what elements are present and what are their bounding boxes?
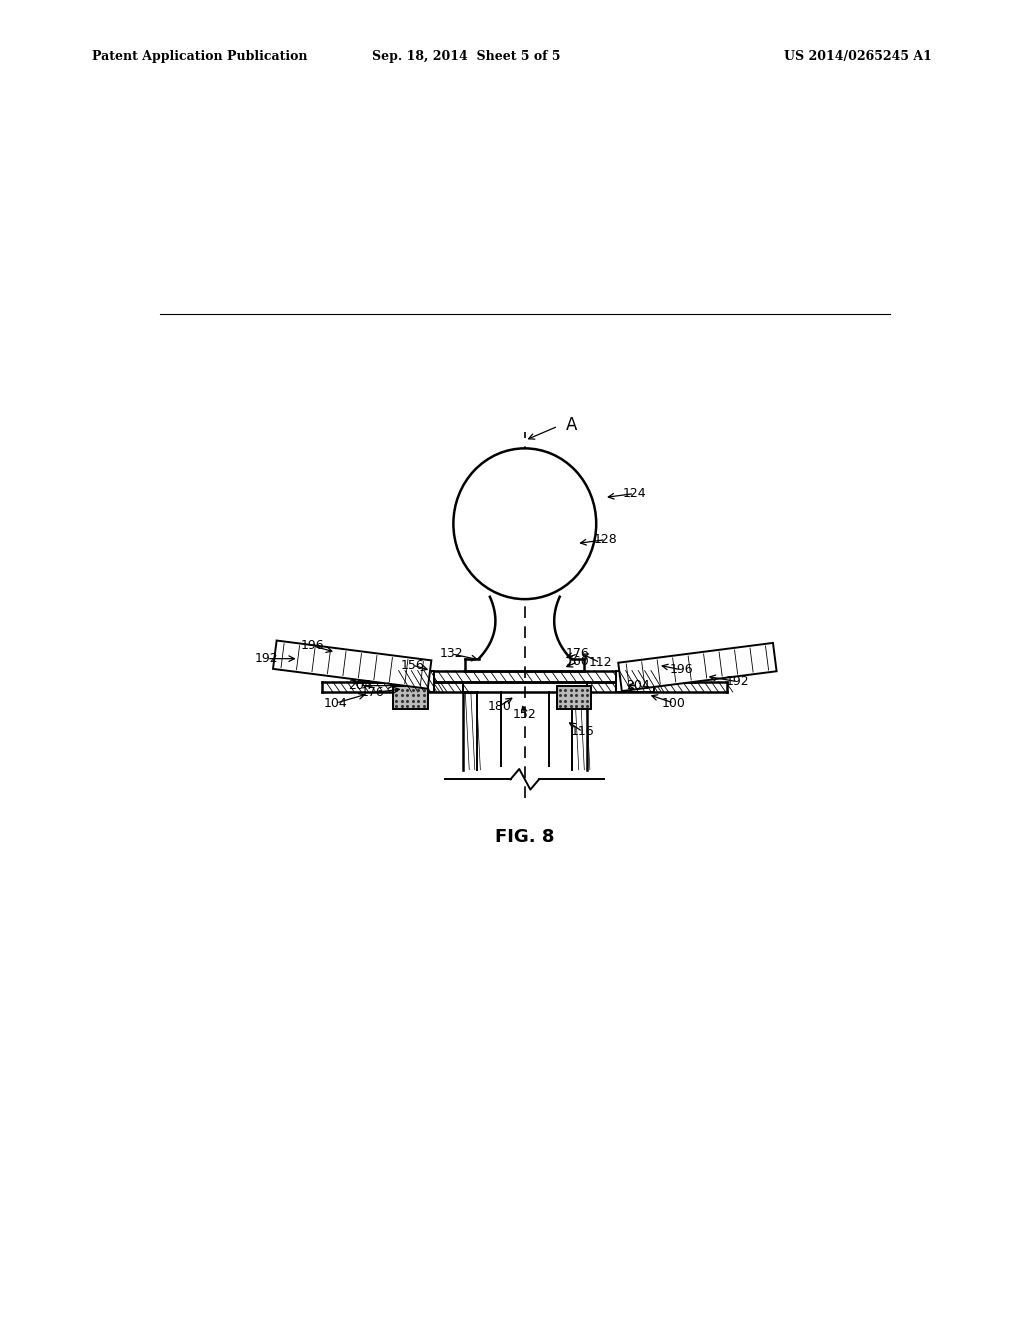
- Text: 176: 176: [566, 647, 590, 660]
- Bar: [616, 671, 654, 692]
- Ellipse shape: [454, 449, 596, 599]
- Text: 196: 196: [301, 639, 325, 652]
- Polygon shape: [273, 640, 431, 689]
- Text: 180: 180: [487, 700, 511, 713]
- Text: 156: 156: [400, 659, 424, 672]
- Text: A: A: [566, 416, 578, 433]
- Text: US 2014/0265245 A1: US 2014/0265245 A1: [784, 50, 932, 63]
- Text: 104: 104: [324, 697, 348, 710]
- Text: 192: 192: [726, 675, 750, 688]
- Text: 160: 160: [566, 655, 590, 668]
- Text: 204: 204: [348, 680, 372, 692]
- Text: 192: 192: [255, 652, 279, 665]
- Bar: [393, 685, 428, 709]
- Bar: [395, 671, 433, 692]
- Text: 100: 100: [663, 697, 686, 710]
- Text: 132: 132: [440, 647, 464, 660]
- Text: Patent Application Publication: Patent Application Publication: [92, 50, 307, 63]
- Text: FIG. 8: FIG. 8: [495, 828, 555, 846]
- Bar: [556, 685, 592, 709]
- Text: 152: 152: [513, 708, 537, 721]
- Text: 176: 176: [360, 686, 384, 700]
- Polygon shape: [618, 643, 776, 692]
- Text: 204: 204: [627, 680, 650, 692]
- Text: 128: 128: [594, 533, 617, 546]
- Text: 124: 124: [623, 487, 646, 500]
- Text: 112: 112: [589, 656, 612, 669]
- Text: 116: 116: [571, 725, 595, 738]
- Text: 196: 196: [670, 663, 693, 676]
- Text: Sep. 18, 2014  Sheet 5 of 5: Sep. 18, 2014 Sheet 5 of 5: [372, 50, 560, 63]
